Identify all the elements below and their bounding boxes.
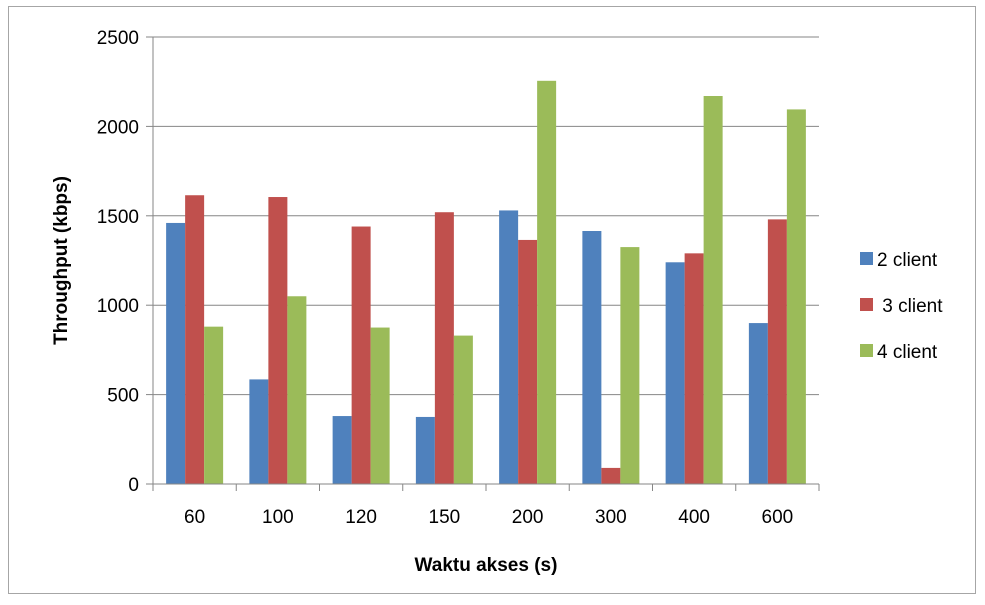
y-tick-label: 500 [107,386,139,407]
bar-3-client-60 [185,195,205,484]
y-tick-label: 1500 [97,207,139,228]
y-axis-title: Throughput (kbps) [51,176,72,345]
y-axis: 0 500 1000 1500 2000 2500 [97,28,154,496]
legend-label: 4 client [877,342,938,363]
bar-4-client-300 [620,247,640,484]
bar-3-client-400 [684,253,704,484]
x-tick-label: 600 [762,507,794,528]
x-tick-label: 100 [262,507,294,528]
bar-3-client-100 [268,197,288,484]
bar-3-client-300 [601,467,621,484]
bar-4-client-150 [453,335,473,484]
bar-4-client-400 [703,96,723,484]
legend-swatch [860,344,873,357]
y-tick-label: 1000 [97,296,139,317]
x-tick-label: 300 [595,507,627,528]
bar-3-client-200 [518,239,538,484]
bar-3-client-120 [351,226,371,484]
x-tick-label: 150 [429,507,461,528]
bar-4-client-200 [537,80,557,484]
bar-2-client-300 [582,230,602,484]
x-tick-label: 400 [678,507,710,528]
bar-2-client-200 [499,210,519,484]
bar-2-client-400 [665,262,685,484]
bar-2-client-120 [332,416,352,484]
bar-4-client-600 [786,109,806,484]
legend-swatch [860,252,873,265]
bars [166,80,806,484]
bar-3-client-600 [767,219,787,484]
y-tick-label: 0 [128,475,139,496]
bar-4-client-100 [287,296,307,484]
x-axis: 60 100 120 150 200 300 400 600 [152,483,820,528]
legend-swatch [860,298,873,311]
bar-2-client-150 [415,416,435,484]
x-axis-title: Waktu akses (s) [415,555,558,576]
x-tick-label: 60 [184,507,205,528]
y-tick-label: 2500 [97,28,139,49]
bar-4-client-60 [204,326,224,484]
x-tick-label: 120 [345,507,377,528]
bar-4-client-120 [370,327,390,484]
bar-2-client-60 [166,222,186,484]
y-tick-label: 2000 [97,117,139,138]
bar-3-client-150 [434,212,454,484]
bar-2-client-100 [249,379,269,484]
bar-2-client-600 [748,323,768,484]
legend: 2 client 3 client 4 client [860,250,943,363]
x-tick-label: 200 [512,507,544,528]
legend-label: 2 client [877,250,938,271]
legend-label: 3 client [877,296,943,317]
